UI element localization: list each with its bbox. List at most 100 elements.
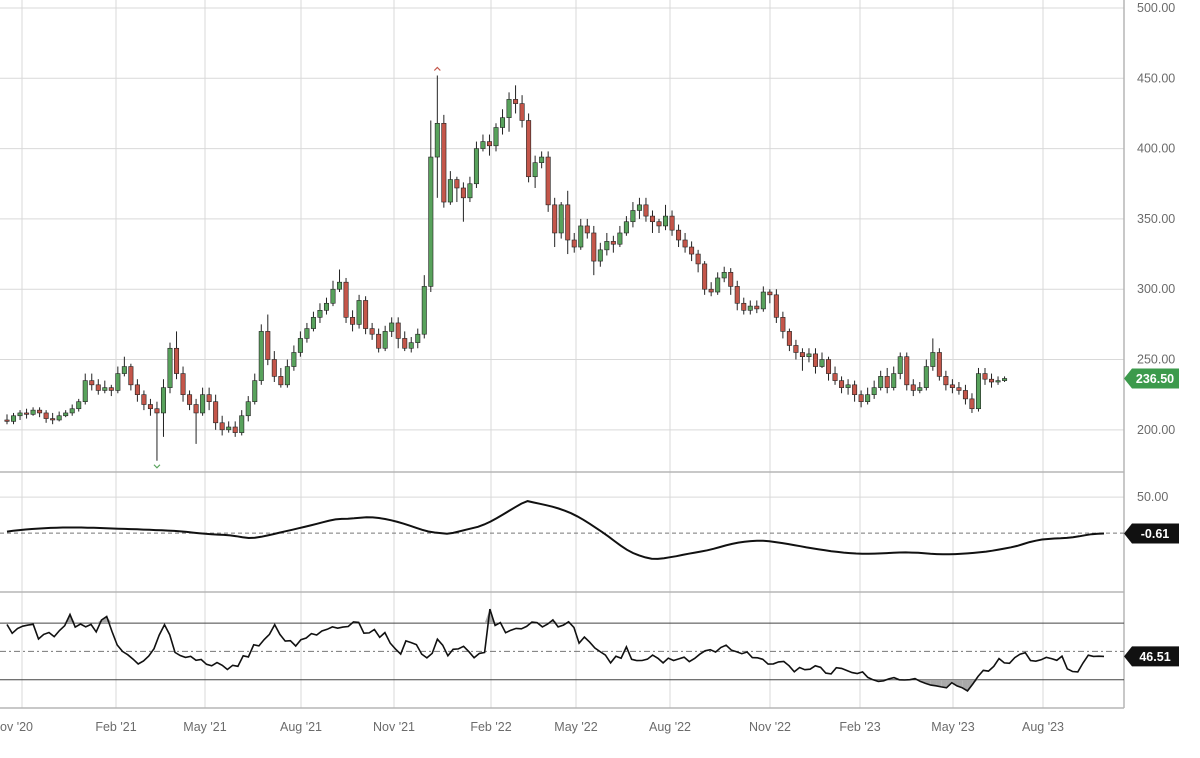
candle-body bbox=[722, 272, 726, 278]
candle-body bbox=[416, 334, 420, 342]
candle-body bbox=[885, 376, 889, 387]
candle-body bbox=[839, 381, 843, 388]
candle-body bbox=[852, 385, 856, 395]
candle-body bbox=[481, 142, 485, 149]
price-last-value-text: 236.50 bbox=[1136, 372, 1174, 386]
candle-body bbox=[103, 388, 107, 391]
candle-body bbox=[742, 303, 746, 310]
candle-body bbox=[383, 331, 387, 348]
rsi-panel bbox=[0, 609, 1124, 691]
candle-body bbox=[768, 292, 772, 295]
candle-body bbox=[963, 390, 967, 398]
x-axis-label: Nov '21 bbox=[373, 720, 415, 734]
candle-body bbox=[435, 123, 439, 157]
candle-body bbox=[800, 352, 804, 356]
candle-body bbox=[644, 205, 648, 216]
candle-body bbox=[513, 99, 517, 103]
candle-body bbox=[559, 205, 563, 233]
candle-body bbox=[96, 385, 100, 391]
x-axis-label: Aug '22 bbox=[649, 720, 691, 734]
oscillator-line bbox=[7, 501, 1104, 559]
candle-body bbox=[148, 405, 152, 409]
candle-body bbox=[259, 331, 263, 380]
candle-body bbox=[474, 149, 478, 184]
candle-body bbox=[670, 216, 674, 230]
candle-body bbox=[976, 374, 980, 409]
candle-body bbox=[683, 240, 687, 247]
rsi-last-value-text: 46.51 bbox=[1139, 650, 1170, 664]
candle-body bbox=[142, 395, 146, 405]
candle-body bbox=[376, 334, 380, 348]
candle-body bbox=[729, 272, 733, 286]
candle-body bbox=[487, 142, 491, 146]
candle-body bbox=[468, 184, 472, 198]
candle-body bbox=[813, 354, 817, 367]
x-axis-label: May '21 bbox=[183, 720, 226, 734]
candle-body bbox=[363, 300, 367, 328]
candle-body bbox=[761, 292, 765, 309]
candle-body bbox=[311, 317, 315, 328]
candle-body bbox=[944, 376, 948, 384]
candle-body bbox=[109, 388, 113, 391]
candle-body bbox=[637, 205, 641, 211]
candle-body bbox=[24, 413, 28, 414]
candle-body bbox=[807, 354, 811, 357]
candle-body bbox=[631, 210, 635, 221]
price-tick-label: 500.00 bbox=[1137, 1, 1175, 15]
candle-body bbox=[220, 423, 224, 430]
candle-body bbox=[337, 282, 341, 289]
candle-body bbox=[37, 410, 41, 413]
oscillator-last-value-text: -0.61 bbox=[1141, 527, 1170, 541]
candle-body bbox=[194, 405, 198, 413]
candle-body bbox=[865, 395, 869, 402]
candle-body bbox=[774, 295, 778, 317]
candle-body bbox=[396, 323, 400, 338]
price-tick-label: 200.00 bbox=[1137, 423, 1175, 437]
price-last-value: 236.50 bbox=[1124, 368, 1179, 388]
price-tick-label: 400.00 bbox=[1137, 142, 1175, 156]
candle-body bbox=[696, 254, 700, 264]
candle-body bbox=[572, 240, 576, 247]
candle-body bbox=[350, 317, 354, 324]
candle-body bbox=[624, 222, 628, 233]
candle-body bbox=[846, 385, 850, 388]
candle-body bbox=[181, 374, 185, 395]
price-tick-label: 250.00 bbox=[1137, 353, 1175, 367]
rsi-last-value: 46.51 bbox=[1124, 646, 1179, 666]
candle-body bbox=[200, 395, 204, 413]
candle-body bbox=[539, 157, 543, 163]
candle-body bbox=[240, 416, 244, 433]
candle-body bbox=[298, 338, 302, 352]
oscillator-tick-label: 50.00 bbox=[1137, 490, 1168, 504]
candle-body bbox=[507, 99, 511, 117]
candle-body bbox=[44, 413, 48, 419]
candle-body bbox=[116, 374, 120, 391]
candle-body bbox=[357, 300, 361, 324]
candle-body bbox=[266, 331, 270, 359]
candle-body bbox=[735, 286, 739, 303]
candle-body bbox=[135, 385, 139, 395]
candle-body bbox=[226, 427, 230, 430]
x-axis-label: Feb '21 bbox=[95, 720, 136, 734]
candle-body bbox=[526, 120, 530, 176]
candle-body bbox=[611, 241, 615, 244]
oscillator-last-value: -0.61 bbox=[1124, 524, 1179, 544]
candle-body bbox=[970, 399, 974, 409]
x-axis-label: May '23 bbox=[931, 720, 974, 734]
candle-body bbox=[787, 331, 791, 345]
candle-body bbox=[676, 230, 680, 240]
candle-body bbox=[605, 241, 609, 249]
x-axis-label: Aug '23 bbox=[1022, 720, 1064, 734]
candle-body bbox=[285, 367, 289, 385]
candle-body bbox=[892, 374, 896, 388]
candle-body bbox=[422, 286, 426, 334]
candle-body bbox=[161, 388, 165, 413]
candle-body bbox=[233, 427, 237, 433]
candle-body bbox=[709, 289, 713, 292]
candle-body bbox=[702, 264, 706, 289]
candle-body bbox=[403, 338, 407, 348]
candle-body bbox=[70, 409, 74, 413]
candle-body bbox=[957, 388, 961, 391]
candle-body bbox=[318, 310, 322, 317]
